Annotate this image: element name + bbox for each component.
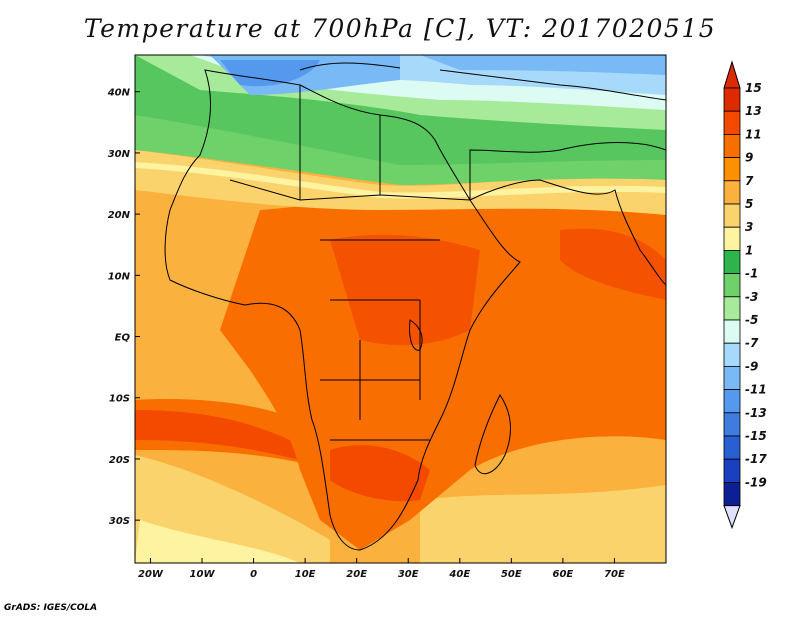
lon-tick-label: 60E <box>553 569 574 580</box>
lon-tick-label: 0 <box>250 569 257 580</box>
colorbar-level-label: -9 <box>745 359 758 373</box>
map-title: Temperature at 700hPa [C], VT: 201702051… <box>83 14 717 43</box>
lat-tick-label: 20N <box>108 210 131 221</box>
colorbar-swatch <box>723 319 741 344</box>
colorbar-level-label: -3 <box>745 290 758 304</box>
colorbar-swatch <box>723 249 741 274</box>
colorbar-level-label: 11 <box>745 127 762 141</box>
lat-tick-label: 20S <box>109 455 130 466</box>
colorbar-swatch <box>723 389 741 414</box>
lat-axis: 40N 30N 20N 10N EQ 10S 20S 30S <box>107 88 140 527</box>
lat-tick-label: 40N <box>107 88 131 99</box>
lon-tick-label: 10E <box>295 569 316 580</box>
colorbar-level-label: 13 <box>745 104 762 118</box>
colorbar-swatch <box>723 133 741 158</box>
colorbar-level-label: -17 <box>745 452 767 466</box>
colorbar-swatch <box>723 157 741 182</box>
footer-credit: GrADS: IGES/COLA <box>4 603 98 613</box>
colorbar-swatch <box>723 365 741 390</box>
colorbar-level-label: -15 <box>745 429 767 443</box>
colorbar-level-label: -11 <box>745 383 767 397</box>
map-frame <box>134 54 667 564</box>
colorbar-level-label: 1 <box>745 243 753 257</box>
colorbar-level-label: -5 <box>745 313 758 327</box>
lat-tick-label: 30S <box>109 516 130 527</box>
lon-tick-label: 20W <box>138 569 164 580</box>
lon-tick-label: 10W <box>190 569 216 580</box>
colorbar-level-label: -7 <box>745 336 759 350</box>
colorbar-swatch <box>723 458 741 483</box>
colorbar-level-label: -13 <box>745 406 767 420</box>
colorbar-level-label: -1 <box>745 267 758 281</box>
colorbar-swatch <box>723 342 741 367</box>
lon-tick-label: 20E <box>346 569 367 580</box>
colorbar-swatch <box>723 226 741 251</box>
temperature-field <box>135 55 666 563</box>
colorbar-swatch <box>723 435 741 460</box>
colorbar-swatch <box>723 296 741 321</box>
colorbar-swatch <box>723 481 741 506</box>
lat-tick-label: 10N <box>108 271 131 282</box>
colorbar: 15 13 11 9 7 5 3 1 -1 -3 -5 -7 -9 -11 -13 -15 -17 -19 <box>723 60 767 530</box>
colorbar-swatch <box>723 87 741 112</box>
colorbar-swatch <box>723 180 741 205</box>
colorbar-level-label: 3 <box>745 220 753 234</box>
colorbar-level-label: -19 <box>745 475 767 489</box>
lon-axis: 20W 10W 0 10E 20E 30E 40E 50E 60E 70E <box>138 558 625 580</box>
lat-tick-label: 10S <box>109 394 130 405</box>
colorbar-level-label: 5 <box>745 197 753 211</box>
lon-tick-label: 50E <box>501 569 522 580</box>
colorbar-level-label: 7 <box>745 174 754 188</box>
colorbar-level-label: 15 <box>745 81 762 95</box>
colorbar-swatch <box>723 273 741 298</box>
lon-tick-label: 40E <box>448 569 470 580</box>
lat-tick-label: 30N <box>108 149 131 160</box>
colorbar-swatch <box>723 412 741 437</box>
colorbar-swatch <box>723 203 741 228</box>
coastline-borders <box>164 62 666 551</box>
lon-tick-label: 70E <box>604 569 625 580</box>
lat-tick-label: EQ <box>115 333 131 344</box>
colorbar-level-label: 9 <box>745 151 753 165</box>
colorbar-top-arrow <box>723 60 741 89</box>
lon-tick-label: 30E <box>398 569 419 580</box>
colorbar-bottom-arrow <box>723 505 741 530</box>
colorbar-swatch <box>723 110 741 135</box>
